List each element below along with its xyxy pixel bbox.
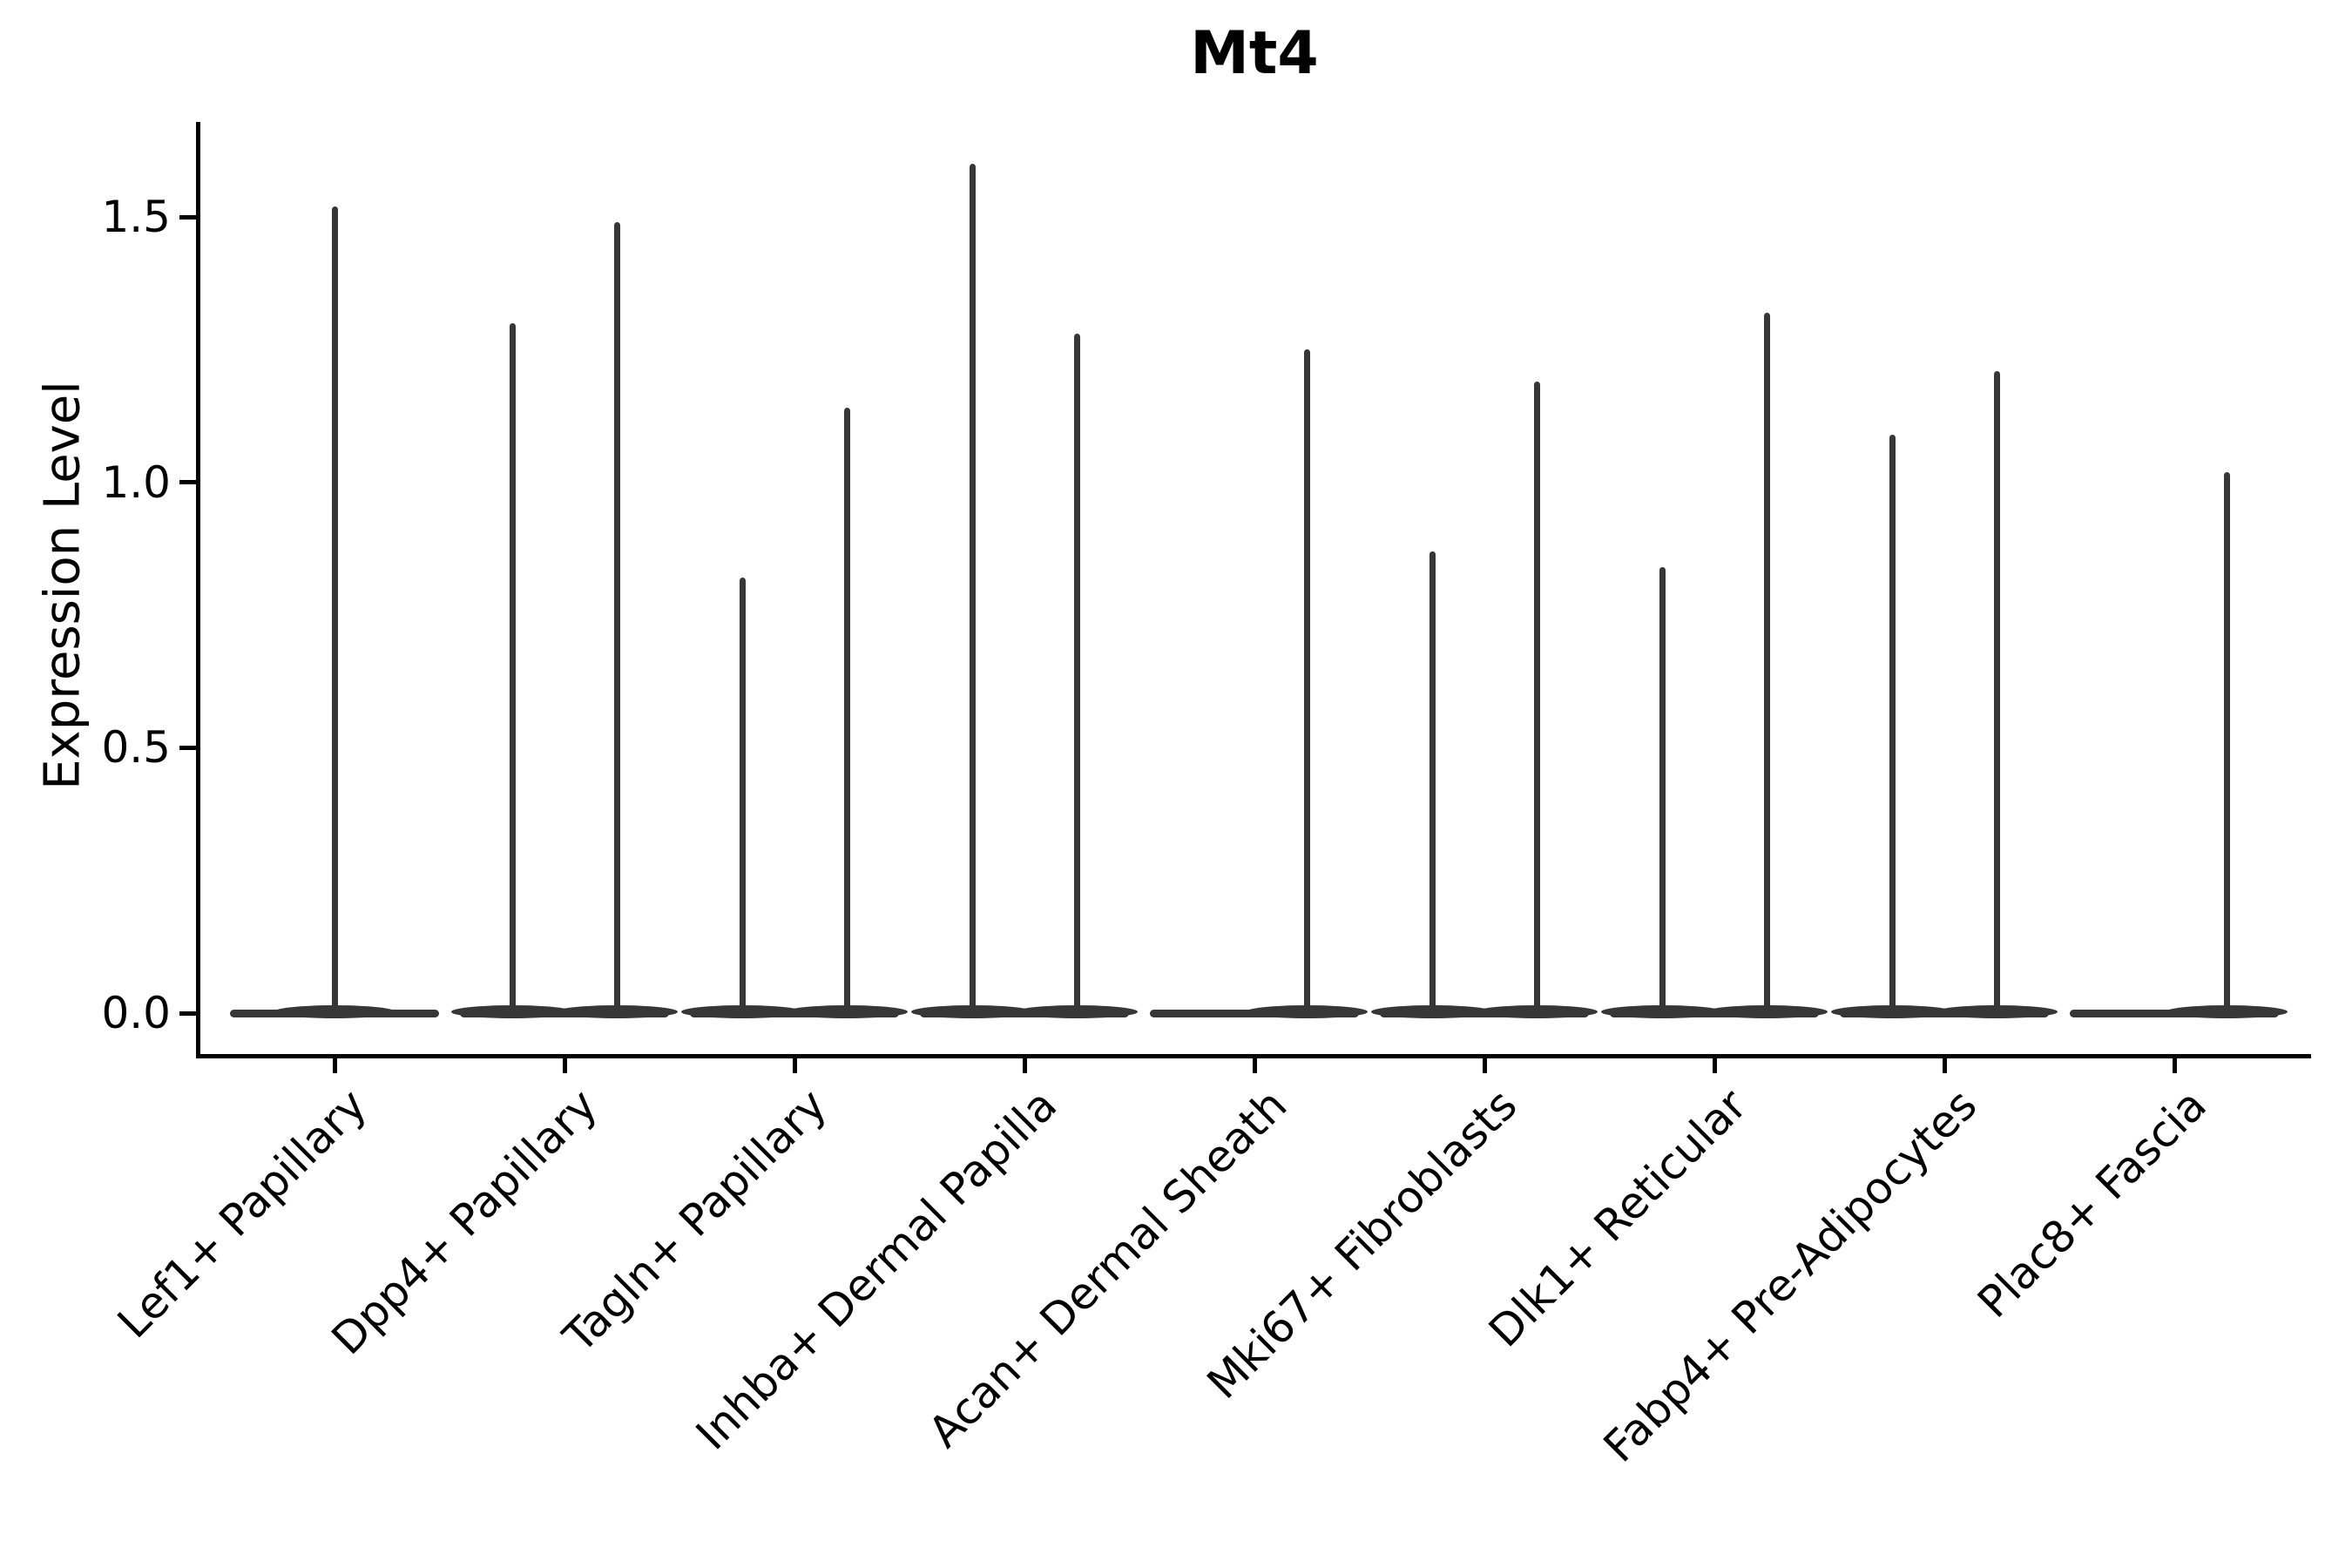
y-tick-mark — [179, 1010, 197, 1016]
violin-spike — [1073, 334, 1080, 1016]
violin-spike — [969, 164, 976, 1016]
x-tick-mark — [562, 1054, 567, 1073]
x-tick-label: Lef1+ Papillary — [108, 1079, 377, 1348]
x-tick-mark — [1942, 1054, 1947, 1073]
y-axis-line — [196, 122, 200, 1058]
x-tick-mark — [2172, 1054, 2177, 1073]
x-tick-mark — [1482, 1054, 1487, 1073]
x-tick-mark — [1712, 1054, 1717, 1073]
violin-spike — [1889, 434, 1896, 1016]
y-tick-label: 0.0 — [101, 988, 171, 1038]
x-tick-mark — [1022, 1054, 1027, 1073]
x-tick-mark — [332, 1054, 337, 1073]
violin-spike — [1659, 567, 1666, 1016]
x-tick-label: Fabp4+ Pre-Adipocytes — [1593, 1079, 1987, 1472]
x-tick-label: Plac8+ Fascia — [1968, 1079, 2217, 1328]
violin-spike — [1533, 381, 1540, 1016]
violin-spike — [613, 222, 620, 1016]
violin-spike — [1303, 349, 1310, 1016]
violin-spike — [2223, 471, 2230, 1016]
violin-spike — [739, 578, 746, 1016]
y-tick-mark — [179, 480, 197, 485]
violin-spike — [509, 322, 516, 1016]
violin-spike — [1763, 312, 1770, 1016]
violin-spike — [1429, 551, 1436, 1016]
x-tick-mark — [792, 1054, 797, 1073]
chart-title: Mt4 — [1190, 19, 1319, 88]
y-tick-mark — [179, 745, 197, 750]
y-tick-mark — [179, 214, 197, 220]
y-tick-label: 1.5 — [101, 192, 171, 243]
y-tick-label: 1.0 — [101, 456, 171, 508]
y-tick-label: 0.5 — [101, 722, 171, 774]
violin-spike — [331, 206, 338, 1016]
x-tick-mark — [1252, 1054, 1257, 1073]
violin-spike — [1993, 370, 2000, 1016]
violin-spike — [843, 408, 850, 1016]
